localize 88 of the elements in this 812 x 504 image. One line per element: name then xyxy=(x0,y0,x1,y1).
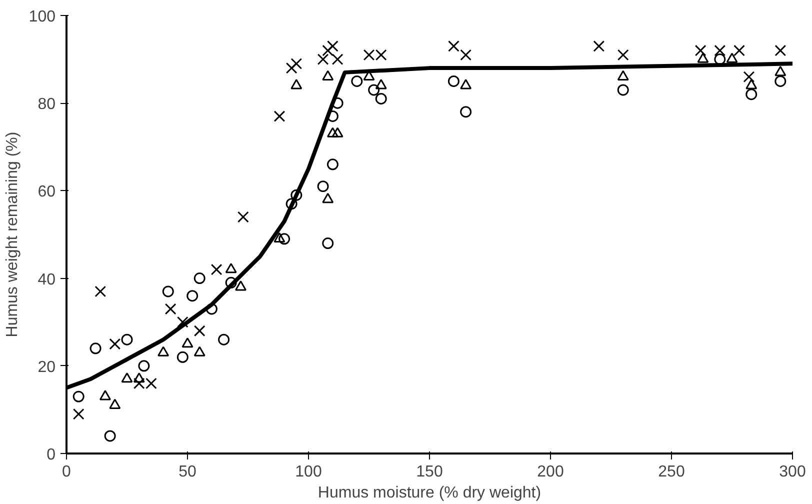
point xyxy=(278,233,290,245)
point xyxy=(290,79,302,90)
y-axis-title: Humus weight remaining (%) xyxy=(4,132,21,338)
point xyxy=(448,75,460,87)
point xyxy=(460,49,472,61)
point xyxy=(274,232,286,243)
point xyxy=(593,40,605,52)
x-axis-title: Humus moisture (% dry weight) xyxy=(318,484,542,502)
point xyxy=(72,390,84,402)
point xyxy=(774,66,786,76)
point xyxy=(158,346,170,356)
point xyxy=(90,342,102,354)
point xyxy=(176,351,188,363)
point xyxy=(109,398,121,409)
y-tick-label: 40 xyxy=(38,271,56,288)
x-tick-label: 50 xyxy=(178,464,196,480)
point xyxy=(237,211,249,223)
point xyxy=(121,372,133,383)
point xyxy=(617,84,629,96)
point xyxy=(714,44,726,56)
point xyxy=(290,58,302,70)
point xyxy=(617,49,629,61)
point xyxy=(448,40,460,52)
point xyxy=(104,430,116,442)
point xyxy=(326,127,338,138)
point xyxy=(218,334,230,346)
point xyxy=(234,280,246,291)
point xyxy=(286,62,298,74)
point xyxy=(133,372,145,383)
point xyxy=(182,337,194,348)
y-tick-label: 0 xyxy=(46,446,56,464)
point xyxy=(176,316,188,328)
point xyxy=(322,44,334,56)
point xyxy=(99,390,111,400)
point xyxy=(194,346,206,356)
point xyxy=(332,97,344,109)
point xyxy=(274,110,286,122)
point xyxy=(206,303,218,315)
point xyxy=(326,158,338,170)
point xyxy=(460,106,472,118)
point xyxy=(317,180,329,192)
point xyxy=(194,325,206,337)
x-tick-label: 250 xyxy=(658,464,685,480)
point xyxy=(351,75,363,87)
point xyxy=(322,238,334,249)
y-tick-label: 80 xyxy=(38,96,56,114)
point xyxy=(164,303,176,315)
point xyxy=(746,88,758,100)
point xyxy=(162,286,174,298)
point xyxy=(375,79,387,90)
point xyxy=(734,44,745,56)
point xyxy=(774,44,786,56)
y-tick-label: 60 xyxy=(38,184,56,201)
point xyxy=(322,70,334,80)
x-tick-label: 200 xyxy=(537,464,564,480)
point xyxy=(375,92,387,104)
point xyxy=(322,192,334,204)
x-tick-label: 300 xyxy=(779,464,806,480)
point xyxy=(726,52,738,63)
x-tick-label: 0 xyxy=(62,464,72,480)
point xyxy=(121,334,133,346)
point xyxy=(210,264,222,276)
point xyxy=(332,127,344,138)
point xyxy=(368,84,380,96)
point xyxy=(290,189,302,201)
point xyxy=(109,338,121,350)
x-tick-label: 150 xyxy=(416,464,443,480)
point xyxy=(694,44,706,56)
point xyxy=(94,286,106,298)
point xyxy=(194,272,206,284)
point xyxy=(225,263,237,274)
point xyxy=(225,276,237,288)
x-tick-label: 100 xyxy=(295,464,322,480)
point xyxy=(286,198,298,210)
point xyxy=(743,71,755,83)
point xyxy=(327,40,338,52)
y-tick-label: 100 xyxy=(28,8,56,26)
point xyxy=(138,360,150,372)
point xyxy=(460,79,472,90)
y-tick-label: 20 xyxy=(38,358,56,376)
point xyxy=(72,408,84,420)
point xyxy=(746,79,758,90)
point xyxy=(697,52,709,63)
point xyxy=(186,290,198,302)
point xyxy=(617,70,629,80)
point xyxy=(317,54,329,65)
point xyxy=(774,75,786,87)
point xyxy=(332,54,344,65)
